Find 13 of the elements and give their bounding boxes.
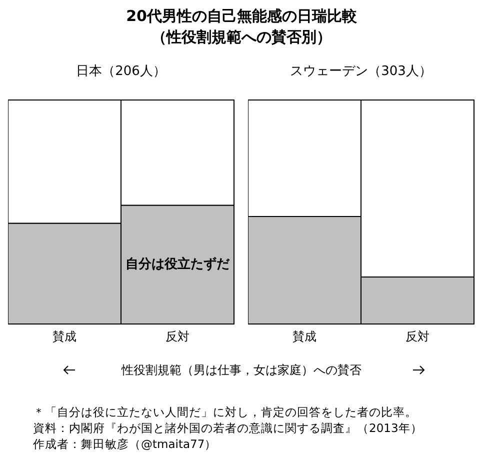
text: （性役割規範への賛否別） xyxy=(150,27,332,48)
chart-title: 日本（206人） xyxy=(75,63,167,81)
series-label: 自分は役立たずだ xyxy=(126,256,230,272)
x-tick-label: 賛成 xyxy=(292,330,316,344)
text: 資料：内閣府『わが国と諸外国の若者の意識に関する調査』（2013年） xyxy=(33,420,424,436)
text: ＊「自分は役に立たない人間だ」に対し，肯定の回答をした者の比率。 xyxy=(33,404,418,420)
x-tick-label: 賛成 xyxy=(52,330,76,344)
chart-title: スウェーデン（303人） xyxy=(289,63,433,81)
text: 20代男性の自己無能感の日瑞比較 xyxy=(125,6,358,27)
x-tick-label: 反対 xyxy=(166,330,190,344)
x-tick-label: 反対 xyxy=(406,330,430,344)
text: 作成者：舞田敏彦（@tmaita77） xyxy=(33,436,218,452)
text: 性役割規範（男は仕事，女は家庭）への賛否 xyxy=(122,363,362,377)
